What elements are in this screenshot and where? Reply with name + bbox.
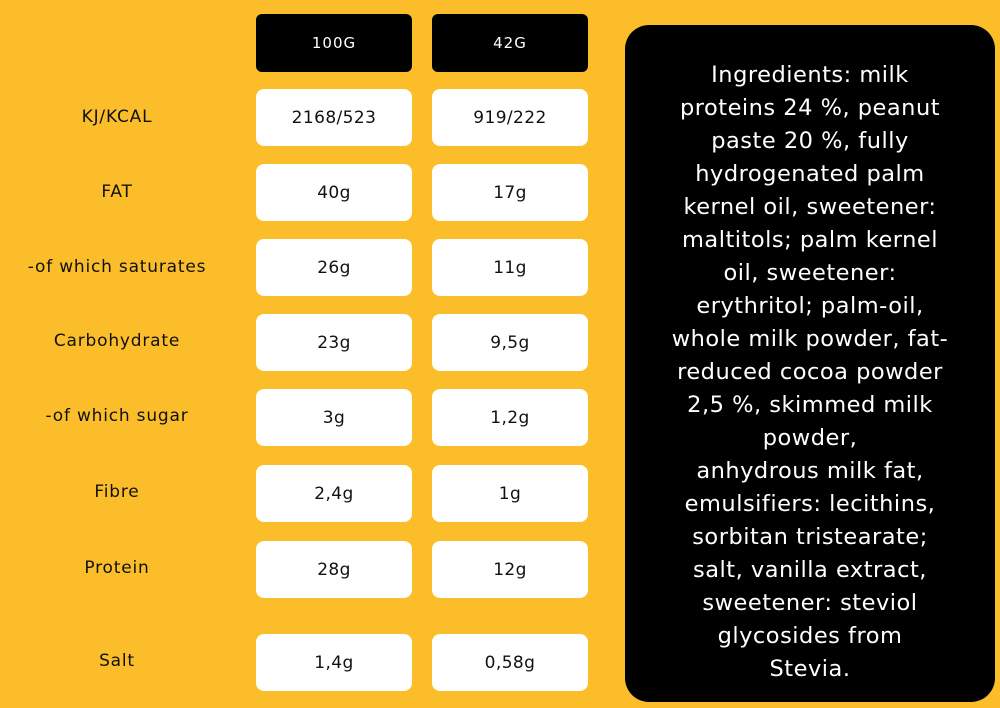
ingredients-line: sweetener: steviol xyxy=(702,590,918,616)
ingredients-line: Stevia. xyxy=(769,656,851,682)
cell-sugar-100g: 3g xyxy=(256,389,412,446)
ingredients-line: 2,5 %, skimmed milk xyxy=(687,392,933,418)
ingredients-line: oil, sweetener: xyxy=(723,260,897,286)
ingredients-line: reduced cocoa powder xyxy=(677,359,943,385)
ingredients-line: emulsifiers: lecithins, xyxy=(684,491,936,517)
ingredients-line: erythritol; palm-oil, xyxy=(696,293,924,319)
ingredients-line: glycosides from xyxy=(717,623,903,649)
row-label-saturates: -of which saturates xyxy=(27,257,207,277)
row-label-carbohydrate: Carbohydrate xyxy=(53,331,181,351)
cell-fat-42g: 17g xyxy=(432,164,588,221)
ingredients-line: Ingredients: milk xyxy=(711,62,909,88)
column-header-42g: 42G xyxy=(432,14,588,72)
row-label-energy: KJ/KCAL xyxy=(81,107,153,127)
cell-energy-42g: 919/222 xyxy=(432,89,588,146)
row-label-sugar: -of which sugar xyxy=(45,406,189,426)
cell-carbohydrate-42g: 9,5g xyxy=(432,314,588,371)
ingredients-line: anhydrous milk fat, xyxy=(696,458,924,484)
cell-saturates-100g: 26g xyxy=(256,239,412,296)
ingredients-line: maltitols; palm kernel xyxy=(682,227,938,253)
cell-salt-100g: 1,4g xyxy=(256,634,412,691)
cell-sugar-42g: 1,2g xyxy=(432,389,588,446)
column-header-100g: 100G xyxy=(256,14,412,72)
ingredients-line: sorbitan tristearate; xyxy=(692,524,928,550)
row-label-fat: FAT xyxy=(101,182,133,202)
ingredients-line: powder, xyxy=(762,425,858,451)
cell-carbohydrate-100g: 23g xyxy=(256,314,412,371)
cell-energy-100g: 2168/523 xyxy=(256,89,412,146)
ingredients-line: proteins 24 %, peanut xyxy=(679,95,941,121)
ingredients-line: hydrogenated palm xyxy=(695,161,925,187)
cell-fibre-100g: 2,4g xyxy=(256,465,412,522)
cell-protein-42g: 12g xyxy=(432,541,588,598)
ingredients-panel: Ingredients: milk proteins 24 %, peanut … xyxy=(625,25,995,702)
ingredients-line: paste 20 %, fully xyxy=(711,128,909,154)
cell-fat-100g: 40g xyxy=(256,164,412,221)
row-label-protein: Protein xyxy=(84,558,150,578)
cell-fibre-42g: 1g xyxy=(432,465,588,522)
cell-salt-42g: 0,58g xyxy=(432,634,588,691)
ingredients-line: whole milk powder, fat- xyxy=(671,326,949,352)
ingredients-line: salt, vanilla extract, xyxy=(693,557,927,583)
row-label-salt: Salt xyxy=(99,651,135,671)
cell-saturates-42g: 11g xyxy=(432,239,588,296)
ingredients-line: kernel oil, sweetener: xyxy=(683,194,937,220)
row-label-fibre: Fibre xyxy=(94,482,140,502)
cell-protein-100g: 28g xyxy=(256,541,412,598)
